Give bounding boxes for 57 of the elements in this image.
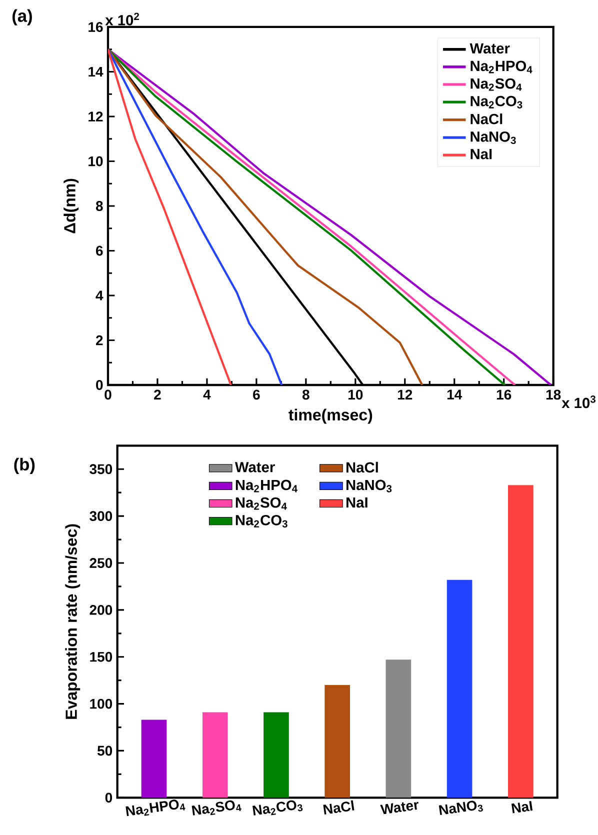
legend-label: NaI: [470, 149, 492, 160]
y-tick-label: 300: [90, 511, 112, 522]
y-tick-label: 16: [88, 22, 103, 32]
y-tick-label: 2: [96, 335, 103, 346]
legend-label: Na$_{2}$SO$_{4}$: [236, 497, 287, 510]
legend-label: Na$_{2}$HPO$_{4}$: [236, 480, 298, 492]
y-axis-title: Δd(nm): [64, 178, 79, 234]
legend-label: NaI: [346, 497, 368, 508]
y-tick-label: 0: [105, 792, 112, 803]
text: x 10$^{3}$: [562, 396, 596, 408]
x-tick-label: 10: [348, 390, 363, 400]
x-tick-label: 2: [154, 390, 161, 400]
legend-label: Na$_{2}$SO$_{4}$: [470, 78, 522, 91]
y-tick-label: 0: [96, 380, 103, 390]
legend-label: Na$_{2}$HPO$_{4}$: [470, 60, 532, 74]
x-tick-label: 4: [203, 390, 211, 400]
line-series: [108, 48, 232, 385]
y-axis-title: Evaporation rate (nm/sec): [65, 524, 80, 719]
x-tick-label: NaCl: [323, 800, 354, 814]
text: x 10$^{2}$: [105, 12, 140, 26]
legend-label: Water: [235, 462, 275, 472]
line-series: [108, 48, 283, 385]
x-tick-label: 14: [448, 390, 462, 400]
legend-label: NaCl: [346, 462, 378, 473]
y-tick-label: 12: [88, 112, 103, 122]
y-tick-label: 150: [90, 652, 112, 662]
x-tick-label: 18: [546, 390, 561, 400]
y-tick-label: 200: [90, 604, 112, 615]
x-tick-label: 12: [398, 390, 412, 400]
x-tick-label: Na$_{2}$HPO$_{4}$: [126, 800, 186, 816]
y-tick-label: 4: [96, 290, 104, 300]
legend-label: Water: [470, 43, 510, 54]
x-tick-label: Water: [380, 802, 418, 814]
x-tick-label: Na$_{2}$SO$_{4}$: [192, 800, 242, 816]
x-tick-label: NaNO$_{3}$: [438, 800, 483, 816]
x-tick-label: 8: [302, 390, 310, 400]
y-tick-label: 350: [90, 464, 112, 474]
y-tick-label: 14: [88, 66, 104, 77]
legend-label: Na$_{2}$CO$_{3}$: [470, 96, 522, 108]
legend-label: NaNO$_{3}$: [470, 131, 516, 144]
y-tick-label: 8: [96, 201, 103, 211]
text: (b): [14, 458, 35, 474]
legend-label: NaCl: [470, 113, 502, 124]
y-tick-label: 50: [98, 746, 112, 756]
x-tick-label: NaI: [512, 800, 533, 814]
legend-label: NaNO$_{3}$: [346, 480, 392, 492]
y-tick-label: 10: [88, 156, 103, 166]
line-series: [108, 48, 424, 385]
y-tick-label: 6: [96, 246, 103, 256]
x-tick-label: Na$_{2}$CO$_{3}$: [252, 800, 303, 816]
text: (a): [12, 9, 32, 26]
y-tick-label: 250: [90, 558, 112, 568]
legend-label: Na$_{2}$CO$_{3}$: [236, 514, 288, 528]
x-tick-label: 6: [253, 390, 260, 400]
x-axis-title: time(msec): [288, 408, 372, 424]
x-tick-label: 16: [497, 390, 512, 400]
y-tick-label: 100: [90, 698, 112, 709]
